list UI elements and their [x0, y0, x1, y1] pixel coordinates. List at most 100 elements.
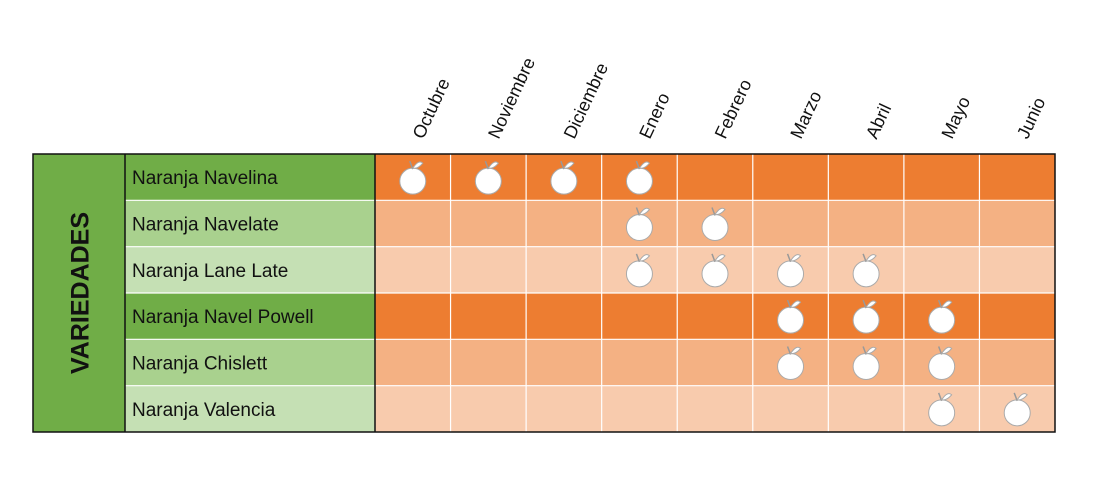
orange-stem — [711, 207, 716, 216]
month-cell — [903, 154, 980, 201]
orange-leaf — [940, 393, 953, 401]
orange-body — [928, 399, 956, 427]
orange-body — [852, 260, 880, 288]
orange-stem — [635, 160, 641, 170]
month-cell — [828, 385, 904, 432]
variety-name: Naranja Lane Late — [132, 261, 288, 282]
month-cell — [677, 385, 753, 432]
name-cell — [125, 293, 375, 340]
orange-leaf — [638, 207, 651, 216]
month-cell — [601, 293, 678, 340]
month-cell — [903, 200, 980, 247]
month-header: Febrero — [711, 76, 756, 142]
table-border — [32, 153, 1056, 433]
variety-name: Naranja Valencia — [132, 400, 276, 421]
orange-leaf — [487, 161, 500, 169]
month-cell — [526, 246, 602, 293]
month-header: Abril — [862, 101, 895, 142]
month-header: Diciembre — [560, 60, 612, 142]
orange-icon — [928, 392, 956, 427]
month-cell — [450, 293, 527, 340]
month-cell — [979, 200, 1055, 247]
orange-body — [777, 306, 805, 334]
variety-name: Naranja Navelina — [132, 168, 278, 189]
month-cell — [979, 339, 1055, 386]
month-cell — [375, 339, 451, 386]
orange-icon — [701, 207, 729, 241]
month-cell — [450, 200, 527, 247]
month-cell — [526, 200, 602, 247]
orange-stem — [711, 253, 716, 263]
orange-body — [928, 353, 956, 380]
variety-name: Naranja Chislett — [132, 354, 268, 375]
month-cell — [677, 154, 753, 201]
orange-body — [928, 306, 956, 334]
month-cell — [903, 246, 980, 293]
month-cell — [375, 246, 451, 293]
orange-stem — [409, 160, 414, 170]
orange-icon — [399, 160, 427, 195]
orange-body — [852, 353, 880, 380]
orange-stem — [635, 253, 641, 263]
orange-body — [777, 260, 805, 288]
orange-leaf — [789, 346, 802, 355]
orange-icon — [852, 253, 880, 288]
orange-stem — [937, 299, 943, 309]
month-header: Marzo — [786, 88, 825, 142]
orange-leaf — [865, 300, 877, 308]
orange-stem — [560, 160, 565, 170]
orange-stem — [786, 346, 792, 355]
orange-icon — [928, 299, 956, 334]
orange-body — [625, 167, 653, 195]
month-cell — [752, 200, 829, 247]
orange-leaf — [865, 346, 877, 355]
month-cell — [677, 293, 753, 340]
month-cell — [828, 154, 904, 201]
orange-icon — [777, 253, 805, 288]
side-cell — [33, 154, 125, 432]
orange-leaf — [714, 254, 726, 262]
orange-icon — [701, 253, 729, 288]
orange-body — [1003, 399, 1031, 427]
orange-body — [474, 167, 502, 195]
orange-leaf — [411, 161, 424, 169]
orange-leaf — [638, 161, 651, 169]
name-cell — [125, 154, 375, 201]
month-header: Junio — [1013, 94, 1049, 141]
month-cell — [601, 339, 678, 386]
name-cell — [125, 385, 375, 432]
orange-leaf — [638, 254, 651, 262]
month-cell — [752, 385, 829, 432]
month-header: Octubre — [409, 75, 454, 141]
orange-icon — [474, 160, 502, 195]
variety-name: Naranja Navelate — [132, 215, 279, 236]
orange-icon — [928, 346, 956, 380]
name-cell — [125, 200, 375, 247]
name-cell — [125, 339, 375, 386]
orange-body — [852, 306, 880, 334]
month-cell — [979, 246, 1055, 293]
orange-icon — [852, 299, 880, 334]
month-cell — [601, 385, 678, 432]
month-cell — [828, 200, 904, 247]
orange-body — [777, 353, 805, 380]
orange-leaf — [714, 207, 726, 216]
orange-icon — [777, 299, 805, 334]
orange-body — [399, 167, 427, 195]
month-cell — [979, 154, 1055, 201]
orange-stem — [862, 299, 867, 309]
orange-stem — [1013, 392, 1018, 402]
side-label: VARIEDADES — [67, 212, 95, 374]
orange-body — [701, 260, 729, 288]
orange-body — [701, 214, 729, 241]
orange-stem — [484, 160, 490, 170]
orange-body — [550, 167, 578, 195]
orange-icon — [625, 160, 653, 195]
orange-stem — [635, 207, 641, 216]
orange-stem — [862, 253, 867, 263]
orange-stem — [786, 253, 792, 263]
month-cell — [450, 339, 527, 386]
month-header: Enero — [635, 90, 673, 142]
orange-body — [625, 214, 653, 241]
